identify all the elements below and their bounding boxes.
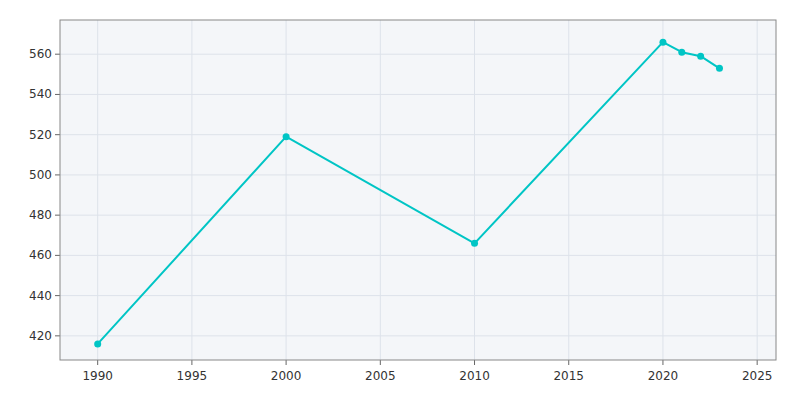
tick-label-x: 2000 [271,369,302,383]
tick-x [97,360,98,365]
tick-x [191,360,192,365]
tick-label-x: 2015 [553,369,584,383]
grid-line-y [60,134,776,135]
tick-label-x: 1995 [177,369,208,383]
tick-x [568,360,569,365]
point [659,39,666,46]
chart: 1990 1995 2000 2005 2010 2015 2020 2025 420 440 46… [0,0,800,400]
tick-label-y: 460 [29,248,52,262]
grid [60,20,776,360]
tick-label-x: 2020 [648,369,679,383]
grid-line-x [474,20,475,360]
point [94,340,101,347]
tick-y [55,94,60,95]
grid-line-y [60,174,776,175]
line [98,42,720,344]
point [697,53,704,60]
grid-line-x [757,20,758,360]
tick-label-x: 1990 [82,369,113,383]
tick-x [286,360,287,365]
series [94,39,723,348]
tick-y [55,255,60,256]
tick-x [757,360,758,365]
tick-y [55,215,60,216]
plot-area [60,20,776,360]
plot-frame [60,20,776,360]
tick-label-x: 2010 [459,369,490,383]
tick-label-y: 480 [29,208,52,222]
tick-label-x: 2005 [365,369,396,383]
tick-y [55,335,60,336]
tick-label-y: 500 [29,168,52,182]
tick-y [55,174,60,175]
grid-line-x [97,20,98,360]
point [678,49,685,56]
grid-line-y [60,54,776,55]
point [471,240,478,247]
tick-label-y: 420 [29,329,52,343]
ticks: 1990 1995 2000 2005 2010 2015 2020 2025 420 440 46… [29,47,772,383]
tick-x [380,360,381,365]
grid-line-x [662,20,663,360]
grid-line-x [568,20,569,360]
grid-line-y [60,295,776,296]
grid-line-y [60,335,776,336]
grid-line-x [286,20,287,360]
tick-label-x: 2025 [742,369,773,383]
grid-line-x [191,20,192,360]
grid-line-y [60,255,776,256]
tick-label-y: 560 [29,47,52,61]
tick-label-y: 540 [29,87,52,101]
tick-x [474,360,475,365]
tick-label-y: 520 [29,128,52,142]
tick-y [55,54,60,55]
tick-label-y: 440 [29,289,52,303]
tick-x [662,360,663,365]
grid-line-y [60,94,776,95]
point [716,65,723,72]
tick-y [55,134,60,135]
point [283,133,290,140]
grid-line-y [60,215,776,216]
tick-y [55,295,60,296]
